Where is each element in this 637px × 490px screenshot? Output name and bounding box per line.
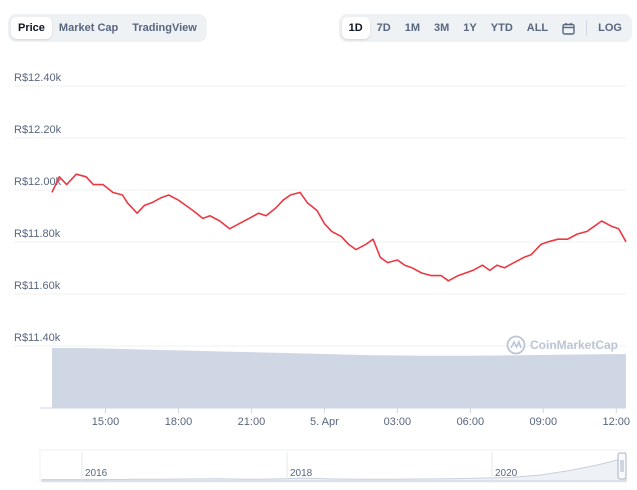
y-tick-label: R$12.00k [14,176,62,188]
calendar-icon [562,22,575,35]
y-axis-labels: R$12.40k R$12.20k R$12.00k R$11.80k R$11.60k… [14,72,62,344]
tab-price[interactable]: Price [11,17,52,39]
x-axis-labels: 15:00 18:00 21:00 5. Apr 03:00 06:00 09:00 12:0… [92,408,630,428]
y-tick-label: R$12.20k [14,124,62,136]
toolbar-divider [586,20,588,36]
navigator-label: 2020 [495,468,518,479]
range-1y-button[interactable]: 1Y [463,22,477,34]
range-ytd-button[interactable]: YTD [490,22,513,34]
x-tick-label: 21:00 [238,416,266,428]
x-tick-label: 06:00 [457,416,485,428]
x-tick-label: 5. Apr [310,416,339,428]
x-tick-label: 15:00 [92,416,120,428]
y-tick-label: R$11.80k [14,228,61,240]
y-tick-label: R$11.40k [14,332,61,344]
y-tick-label: R$12.40k [14,72,62,84]
grid-lines [14,85,626,347]
chart-type-tabs: Price Market Cap TradingView [8,14,207,42]
range-navigator[interactable]: 2016 2018 2020 [39,449,627,483]
x-tick-label: 09:00 [530,416,558,428]
range-7d-button[interactable]: 7D [376,22,391,34]
range-1d-button[interactable]: 1D [341,17,370,39]
range-1m-button[interactable]: 1M [404,22,421,34]
navigator-label: 2018 [290,468,313,479]
tab-tradingview[interactable]: TradingView [132,22,197,34]
range-3m-button[interactable]: 3M [434,22,450,34]
range-tabs: 1D 7D 1M 3M 1Y YTD ALL LOG [338,14,632,42]
x-tick-label: 12:00 [603,416,631,428]
watermark-text: CoinMarketCap [530,338,618,352]
tab-market-cap[interactable]: Market Cap [58,22,119,34]
coinmarketcap-logo-icon [506,335,526,355]
watermark: CoinMarketCap [506,335,618,355]
navigator-label: 2016 [85,468,108,479]
navigator-area [41,457,627,482]
log-scale-button[interactable]: LOG [598,22,622,34]
calendar-button[interactable] [555,17,582,39]
volume-area [52,348,626,408]
navigator-handle[interactable] [617,452,627,480]
price-line [51,173,627,282]
y-tick-label: R$11.60k [14,280,61,292]
x-tick-label: 03:00 [384,416,412,428]
navigator-labels: 2016 2018 2020 [81,452,518,481]
x-tick-label: 18:00 [165,416,193,428]
range-all-button[interactable]: ALL [526,22,549,34]
